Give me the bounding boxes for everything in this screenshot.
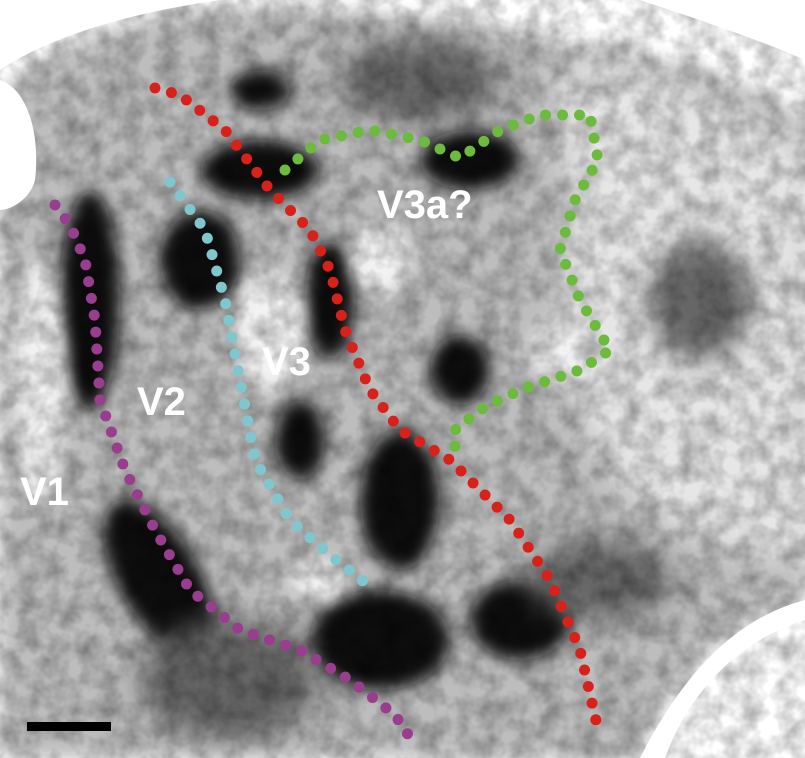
tissue [0,0,805,758]
area-label: V1 [20,470,69,514]
area-label: V3 [262,340,311,384]
scale-bar [27,722,111,731]
area-label: V3a? [377,183,473,227]
page: V1 V2 V3 V3a? (() => { const data = JSON… [0,0,805,758]
histology-image: V1 V2 V3 V3a? [0,0,805,758]
area-label: V2 [137,380,186,424]
